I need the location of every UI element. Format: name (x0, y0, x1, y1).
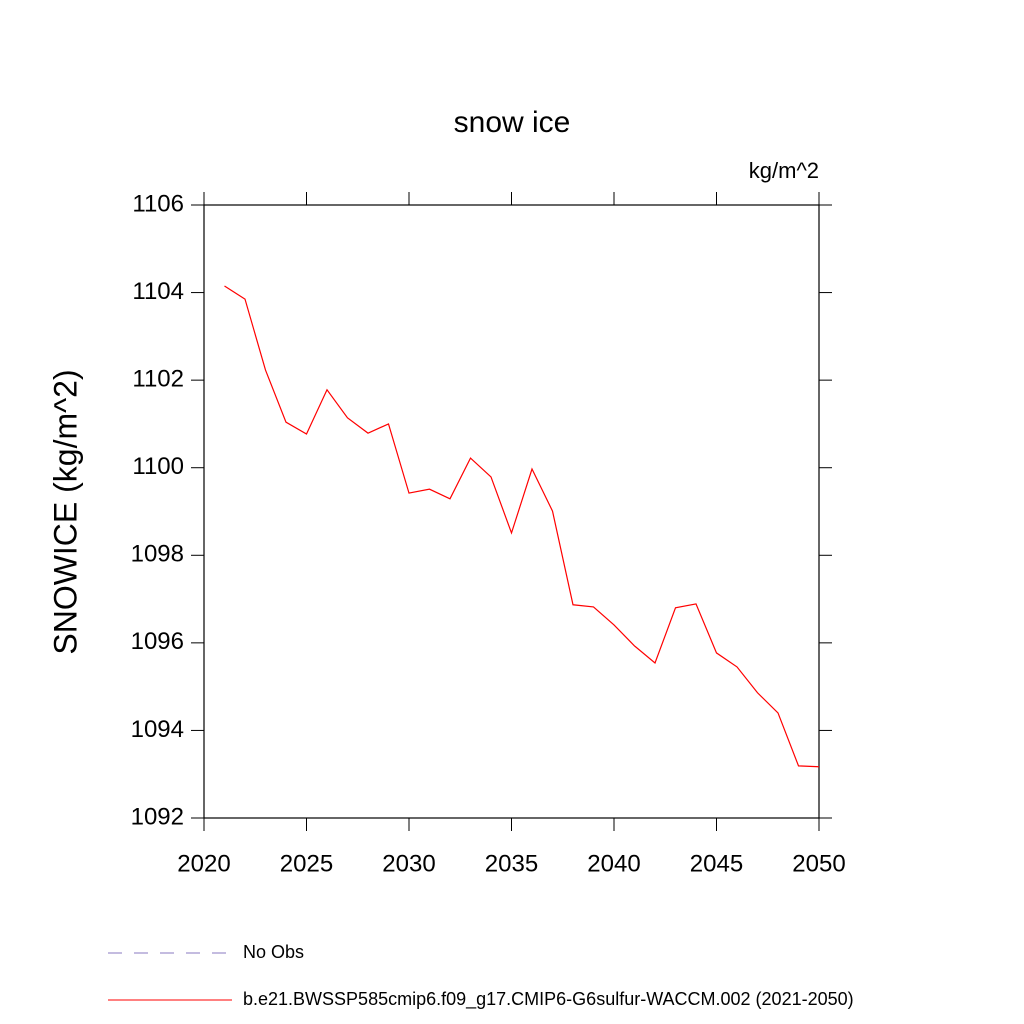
y-tick-label: 1102 (132, 365, 184, 392)
data-line (224, 285, 820, 768)
x-tick-label: 2050 (792, 850, 845, 877)
units-label: kg/m^2 (749, 158, 819, 183)
x-tick-label: 2035 (485, 850, 538, 877)
legend-label: No Obs (243, 942, 304, 962)
x-tick-label: 2045 (690, 850, 743, 877)
y-tick-label: 1096 (131, 628, 184, 655)
x-tick-label: 2030 (382, 850, 435, 877)
x-tick-label: 2025 (280, 850, 333, 877)
y-axis-label: SNOWICE (kg/m^2) (47, 369, 83, 654)
y-tick-label: 1098 (131, 541, 184, 568)
legend-label: b.e21.BWSSP585cmip6.f09_g17.CMIP6-G6sulf… (243, 989, 854, 1010)
y-tick-label: 1104 (132, 278, 184, 305)
plot-frame (203, 204, 820, 819)
y-tick-label: 1094 (131, 716, 184, 743)
chart-title: snow ice (454, 106, 571, 139)
y-tick-label: 1106 (132, 190, 184, 217)
x-tick-label: 2040 (587, 850, 640, 877)
x-tick-label: 2020 (177, 850, 230, 877)
y-tick-label: 1092 (131, 803, 184, 830)
y-tick-label: 1100 (132, 453, 184, 480)
